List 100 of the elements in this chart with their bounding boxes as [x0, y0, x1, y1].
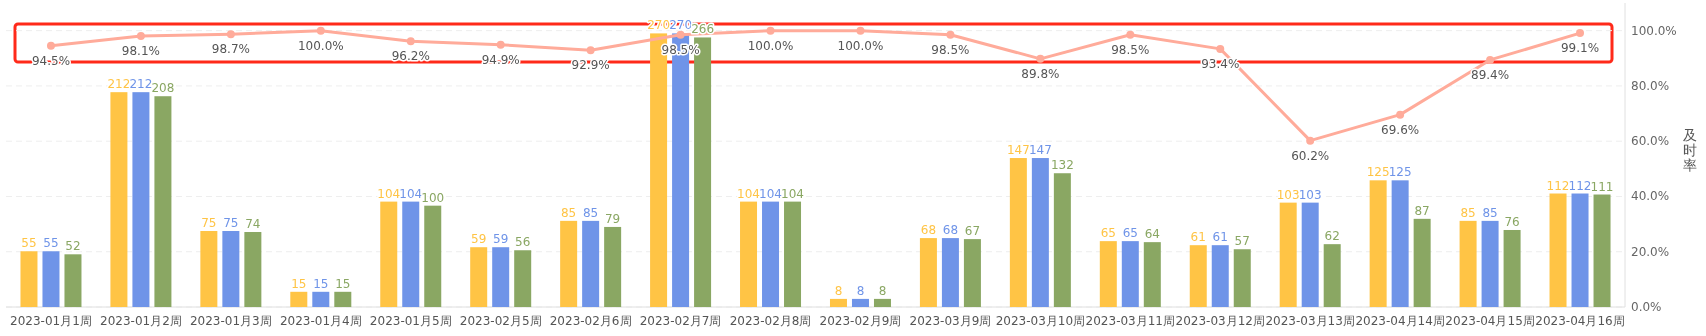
data-label: 85	[561, 205, 577, 220]
bar	[1211, 245, 1229, 307]
bar	[334, 291, 352, 307]
data-label: 96.2%	[391, 49, 430, 64]
x-tick-label: 2023-04月15周	[1445, 314, 1535, 328]
bar	[200, 231, 218, 307]
x-tick-label: 2023-03月9周	[909, 314, 992, 328]
data-label: 100.0%	[297, 38, 344, 53]
data-label: 67	[964, 224, 981, 239]
bar	[829, 298, 847, 307]
y2-tick-label: 60.0%	[1631, 134, 1670, 149]
data-label: 15	[313, 276, 329, 291]
bar	[1481, 220, 1499, 307]
point	[226, 30, 235, 39]
data-label: 8	[856, 283, 865, 298]
point	[1036, 54, 1045, 63]
bar	[380, 201, 398, 307]
point	[1486, 55, 1495, 64]
data-label: 100.0%	[837, 38, 884, 53]
data-label: 103	[1298, 187, 1322, 202]
data-label: 266	[691, 22, 715, 37]
bar	[470, 247, 488, 307]
data-label: 112	[1546, 178, 1570, 193]
bar	[582, 220, 600, 307]
data-label: 65	[1100, 226, 1116, 241]
data-label: 104	[781, 186, 804, 201]
data-label: 132	[1050, 158, 1074, 173]
data-label: 79	[605, 211, 621, 226]
point	[136, 31, 145, 40]
bar	[1323, 244, 1341, 307]
bar	[514, 250, 532, 307]
point	[676, 30, 685, 39]
y2-tick-label: 40.0%	[1631, 189, 1670, 204]
data-label: 111	[1590, 179, 1614, 194]
bar	[1121, 241, 1139, 307]
point	[586, 46, 595, 55]
bar	[1593, 194, 1611, 307]
data-label: 208	[151, 81, 175, 96]
bar	[492, 247, 510, 307]
data-label: 52	[65, 239, 81, 254]
data-label: 212	[129, 77, 153, 92]
bar	[919, 238, 937, 307]
data-label: 74	[245, 217, 261, 232]
data-label: 125	[1366, 165, 1390, 180]
point	[1306, 136, 1315, 145]
x-tick-label: 2023-03月13周	[1265, 314, 1355, 328]
data-label: 212	[107, 77, 131, 92]
x-tick-label: 2023-02月6周	[549, 314, 632, 328]
bar	[873, 298, 891, 307]
data-label: 56	[515, 235, 531, 250]
bar	[20, 251, 38, 307]
data-label: 61	[1190, 230, 1206, 245]
data-label: 125	[1388, 165, 1412, 180]
point	[856, 26, 865, 35]
bar	[1369, 180, 1387, 307]
data-label: 94.5%	[31, 53, 71, 68]
y2-tick-label: 80.0%	[1631, 78, 1670, 93]
bar	[851, 298, 869, 307]
data-label: 98.5%	[661, 42, 700, 57]
data-label: 75	[201, 216, 217, 230]
bar	[1571, 193, 1589, 307]
point	[1216, 44, 1225, 53]
data-label: 76	[1504, 214, 1520, 229]
x-tick-label: 2023-03月10周	[995, 314, 1086, 328]
data-label: 61	[1212, 230, 1228, 245]
data-label: 100.0%	[747, 38, 794, 53]
bar	[1279, 202, 1297, 307]
bar	[1099, 241, 1117, 307]
point	[406, 37, 415, 46]
bar	[154, 96, 172, 307]
bar	[604, 226, 622, 307]
bar	[1053, 173, 1071, 307]
bar	[110, 92, 128, 307]
x-tick-label: 2023-02月8周	[729, 314, 812, 328]
x-tick-label: 2023-01月3周	[189, 314, 272, 328]
bar	[64, 254, 82, 307]
data-label: 60.2%	[1291, 148, 1330, 163]
data-label: 89.8%	[1021, 66, 1060, 81]
data-label: 57	[1234, 234, 1250, 249]
data-label: 85	[583, 205, 599, 220]
data-label: 99.1%	[1560, 41, 1600, 56]
data-label: 100	[421, 190, 445, 205]
data-label: 85	[1482, 205, 1498, 220]
bar	[1189, 245, 1207, 307]
y2-tick-label: 0.0%	[1631, 300, 1662, 314]
data-label: 89.4%	[1471, 67, 1510, 82]
data-label: 98.5%	[931, 42, 970, 57]
bar	[1549, 193, 1567, 307]
bar	[1009, 158, 1027, 307]
x-tick-label: 2023-01月2周	[100, 314, 182, 328]
point	[46, 41, 55, 50]
data-label: 85	[1460, 205, 1476, 220]
data-label: 104	[759, 186, 782, 201]
point	[1126, 30, 1135, 39]
data-label: 69.6%	[1381, 122, 1420, 137]
bar	[290, 291, 308, 307]
bar	[762, 201, 780, 307]
data-label: 15	[335, 276, 351, 291]
bar	[424, 205, 442, 307]
x-tick-label: 2023-01月5周	[369, 314, 452, 328]
